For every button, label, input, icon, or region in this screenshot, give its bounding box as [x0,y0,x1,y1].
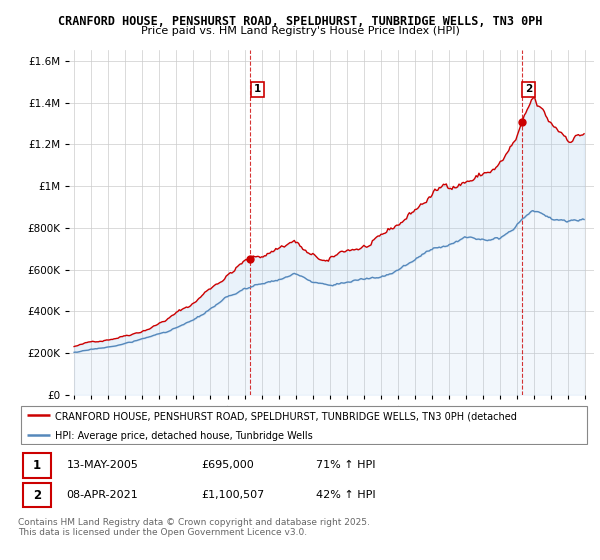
Text: 13-MAY-2005: 13-MAY-2005 [67,460,139,470]
Text: 08-APR-2021: 08-APR-2021 [67,490,139,500]
Text: 71% ↑ HPI: 71% ↑ HPI [316,460,376,470]
FancyBboxPatch shape [23,483,51,507]
Text: £1,100,507: £1,100,507 [202,490,265,500]
FancyBboxPatch shape [23,453,51,478]
Text: Price paid vs. HM Land Registry's House Price Index (HPI): Price paid vs. HM Land Registry's House … [140,26,460,36]
Text: CRANFORD HOUSE, PENSHURST ROAD, SPELDHURST, TUNBRIDGE WELLS, TN3 0PH (detached: CRANFORD HOUSE, PENSHURST ROAD, SPELDHUR… [55,411,517,421]
Text: 1: 1 [33,459,41,472]
FancyBboxPatch shape [21,407,587,444]
Text: £695,000: £695,000 [202,460,254,470]
Text: 1: 1 [254,84,261,94]
Text: 2: 2 [525,84,532,94]
Text: Contains HM Land Registry data © Crown copyright and database right 2025.
This d: Contains HM Land Registry data © Crown c… [18,518,370,538]
Text: 42% ↑ HPI: 42% ↑ HPI [316,490,376,500]
Text: HPI: Average price, detached house, Tunbridge Wells: HPI: Average price, detached house, Tunb… [55,431,313,441]
Text: 2: 2 [33,488,41,502]
Text: CRANFORD HOUSE, PENSHURST ROAD, SPELDHURST, TUNBRIDGE WELLS, TN3 0PH: CRANFORD HOUSE, PENSHURST ROAD, SPELDHUR… [58,15,542,27]
